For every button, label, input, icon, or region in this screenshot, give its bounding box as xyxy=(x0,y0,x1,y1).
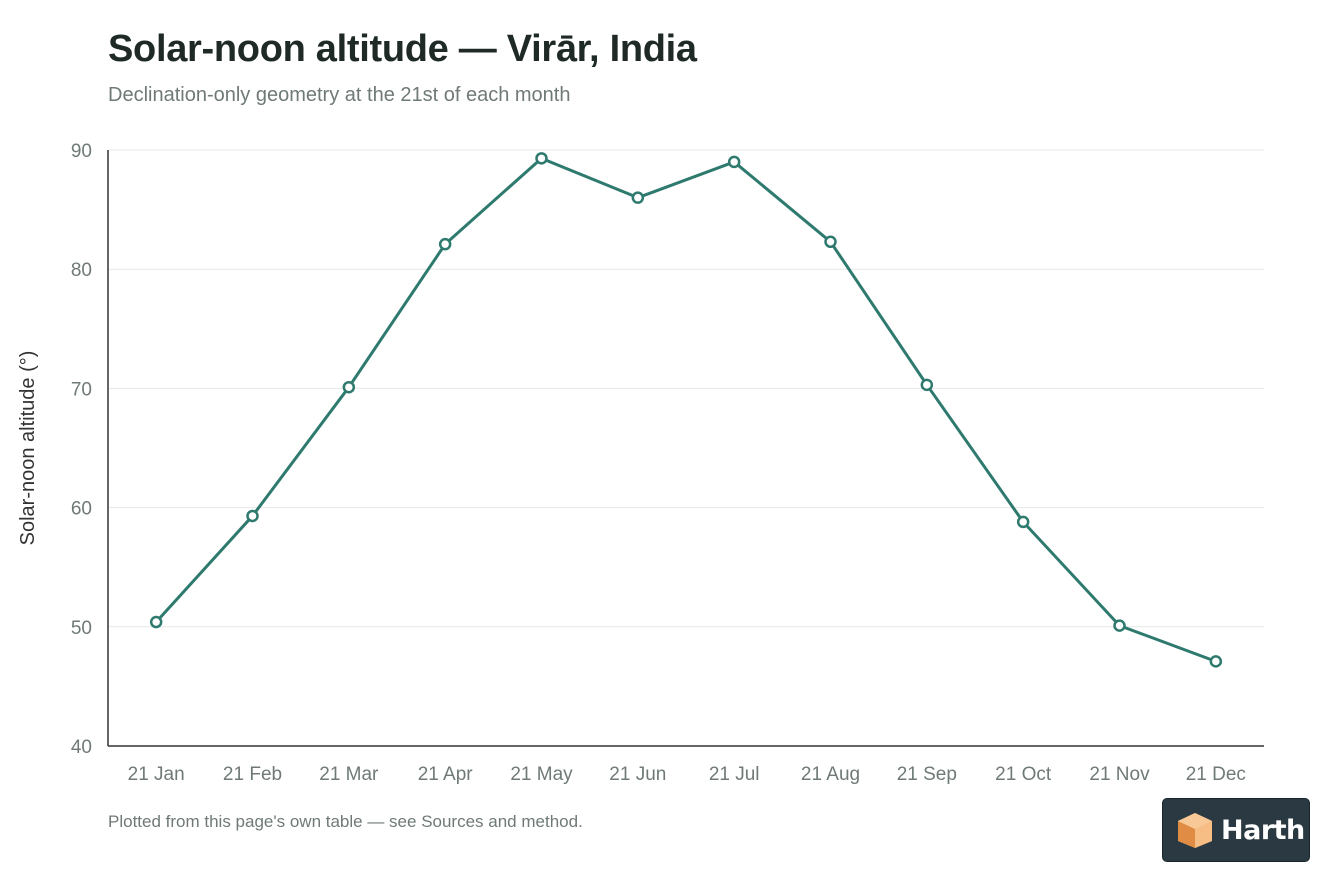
data-point[interactable] xyxy=(535,152,548,165)
x-tick-label: 21 Jun xyxy=(609,764,666,785)
data-point[interactable] xyxy=(438,237,452,251)
data-point[interactable] xyxy=(1016,515,1030,529)
series-layer xyxy=(149,152,1223,668)
data-point[interactable] xyxy=(342,380,356,394)
x-tick-labels: 21 Jan 21 Feb 21 Mar 21 Apr 21 May 21 Jun 21 J… xyxy=(128,764,1246,785)
data-point[interactable] xyxy=(1113,619,1126,632)
harth-logo[interactable]: Harth xyxy=(1162,798,1310,862)
data-point[interactable] xyxy=(246,509,259,523)
y-tick-label: 50 xyxy=(71,618,92,639)
data-point[interactable] xyxy=(631,191,645,204)
x-tick-label: 21 Dec xyxy=(1186,764,1246,785)
x-tick-label: 21 Aug xyxy=(801,764,860,785)
y-tick-label: 60 xyxy=(71,499,92,520)
data-point[interactable] xyxy=(1209,655,1223,668)
x-tick-label: 21 Mar xyxy=(319,764,379,785)
data-point[interactable] xyxy=(920,378,934,392)
data-point[interactable] xyxy=(727,155,741,169)
y-tick-labels: 40 50 60 70 80 90 xyxy=(71,141,92,758)
x-tick-label: 21 Oct xyxy=(995,764,1052,785)
x-tick-label: 21 Jul xyxy=(709,764,760,785)
series-line xyxy=(155,156,1217,663)
y-axis-label: Solar-noon altitude (°) xyxy=(17,351,39,546)
gridlines xyxy=(108,149,1264,628)
axes xyxy=(107,150,1264,747)
y-tick-label: 40 xyxy=(71,737,92,758)
cube-icon xyxy=(1178,813,1212,848)
footnote: Plotted from this page's own table — see… xyxy=(108,812,583,831)
x-tick-label: 21 May xyxy=(510,764,573,785)
data-point[interactable] xyxy=(149,615,163,629)
x-tick-label: 21 Nov xyxy=(1089,764,1150,785)
y-tick-label: 80 xyxy=(71,260,92,281)
y-tick-label: 70 xyxy=(71,379,92,400)
y-tick-label: 90 xyxy=(71,141,92,162)
x-tick-label: 21 Sep xyxy=(897,764,957,785)
data-point[interactable] xyxy=(824,235,837,249)
chart-subtitle: Declination-only geometry at the 21st of… xyxy=(108,84,571,106)
logo-text: Harth xyxy=(1221,814,1305,846)
x-tick-label: 21 Jan xyxy=(128,764,185,785)
chart-title: Solar-noon altitude — Virār, India xyxy=(108,28,697,70)
x-tick-label: 21 Apr xyxy=(418,764,474,785)
x-tick-label: 21 Feb xyxy=(223,764,282,785)
